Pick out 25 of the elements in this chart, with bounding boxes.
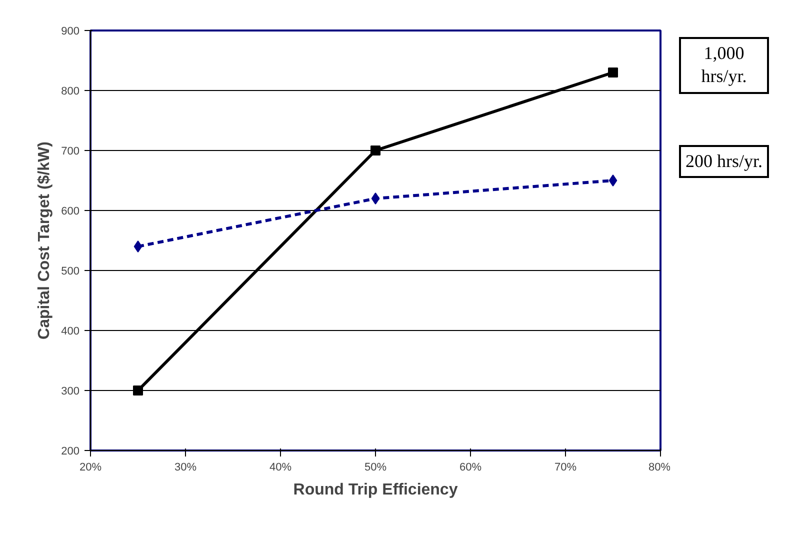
point	[608, 174, 618, 186]
y-tick-label: 900	[61, 26, 80, 38]
y-tick-label: 800	[61, 86, 80, 98]
x-tick-label: 20%	[79, 462, 102, 474]
point	[371, 192, 380, 204]
y-tick-label: 500	[61, 266, 80, 278]
x-axis-title: Round Trip Efficiency	[293, 482, 458, 498]
point	[134, 240, 142, 252]
text: 1,000 hrs/yr.	[679, 37, 769, 94]
point	[370, 146, 380, 156]
point	[608, 68, 618, 78]
y-tick-label: 300	[61, 386, 80, 398]
y-tick-label: 400	[61, 326, 80, 338]
text: 200 hrs/yr.	[679, 145, 769, 178]
y-tick-label: 200	[61, 446, 80, 458]
x-tick-label: 40%	[269, 462, 292, 474]
x-tick-label: 60%	[459, 462, 482, 474]
x-tick-label: 50%	[364, 462, 387, 474]
x-tick-label: 70%	[554, 462, 577, 474]
x-tick-label: 80%	[648, 462, 671, 474]
x-tick-label: 30%	[174, 462, 197, 474]
y-axis-title: Capital Cost Target ($/kW)	[36, 142, 54, 340]
y-tick-label: 600	[61, 206, 80, 218]
y-tick-label: 700	[61, 146, 80, 158]
point	[133, 386, 143, 396]
